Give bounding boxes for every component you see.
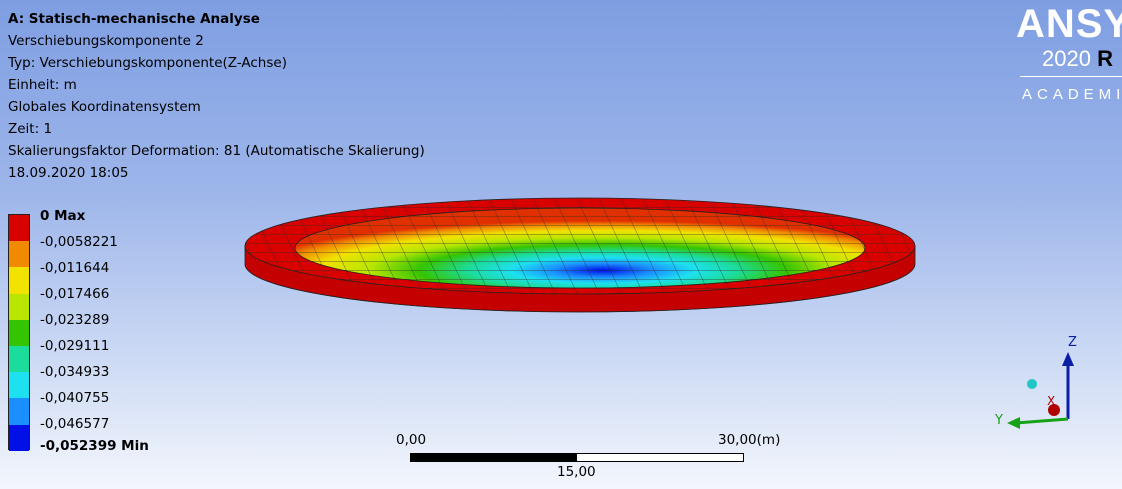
legend-value-2: -0,011644 (40, 260, 110, 276)
legend-colorbar (8, 214, 30, 451)
result-time: Zeit: 1 (8, 121, 53, 137)
legend-band-6 (9, 372, 29, 399)
logo-brand: ANSYS (1016, 4, 1122, 46)
analysis-title: A: Statisch-mechanische Analyse (8, 11, 260, 27)
legend-value-4: -0,023289 (40, 312, 110, 328)
scale-mid-label: 15,00 (557, 464, 596, 480)
scale-unit: (m) (756, 432, 781, 448)
result-info: A: Statisch-mechanische Analyse Verschie… (8, 8, 425, 184)
legend-band-0 (9, 215, 29, 242)
result-name: Verschiebungskomponente 2 (8, 33, 204, 49)
scale-right-label: 30,00(m) (718, 432, 780, 448)
scale-bar-dark-half (411, 454, 577, 461)
z-axis-arrow-icon (1062, 352, 1074, 366)
legend-band-5 (9, 345, 29, 373)
scale-bar-graphic (410, 453, 744, 462)
deformation-scale: Skalierungsfaktor Deformation: 81 (Autom… (8, 143, 425, 159)
isometric-view-icon (1027, 379, 1037, 389)
legend-value-8: -0,046577 (40, 416, 110, 432)
legend-band-3 (9, 293, 29, 320)
legend-band-4 (9, 319, 29, 346)
legend-value-6: -0,034933 (40, 364, 110, 380)
logo-release: R (1097, 46, 1113, 71)
legend-band-8 (9, 424, 29, 451)
legend-max-label: 0 Max (40, 208, 86, 224)
triad-x-label: X (1047, 394, 1055, 408)
result-type: Typ: Verschiebungskomponente(Z-Achse) (8, 55, 287, 71)
legend-value-5: -0,029111 (40, 338, 110, 354)
ansys-logo: ANSYS 2020 R ACADEMI (1010, 4, 1122, 108)
legend-value-1: -0,0058221 (40, 234, 118, 250)
x-axis-dot-icon (1048, 404, 1060, 416)
legend-band-2 (9, 267, 29, 294)
result-unit: Einheit: m (8, 77, 77, 93)
coordinate-triad[interactable] (1007, 352, 1074, 429)
legend-value-7: -0,040755 (40, 390, 110, 406)
logo-version-year: 2020 (1042, 46, 1091, 71)
triad-y-label: Y (994, 413, 1003, 428)
legend-value-3: -0,017466 (40, 286, 110, 302)
triad-z-label: Z (1068, 335, 1077, 350)
legend-min-label: -0,052399 Min (40, 438, 149, 454)
legend-band-7 (9, 398, 29, 425)
scale-right-value: 30,00 (718, 432, 757, 448)
coordinate-system: Globales Koordinatensystem (8, 99, 201, 115)
logo-version: 2020 R (1042, 46, 1113, 72)
deformed-plate-model[interactable] (244, 197, 916, 313)
legend-band-1 (9, 241, 29, 268)
y-axis-arrow-icon (1007, 417, 1020, 429)
result-timestamp: 18.09.2020 18:05 (8, 165, 129, 181)
logo-edition: ACADEMI (1022, 86, 1122, 103)
logo-divider (1020, 76, 1122, 77)
scale-left-label: 0,00 (396, 432, 427, 448)
